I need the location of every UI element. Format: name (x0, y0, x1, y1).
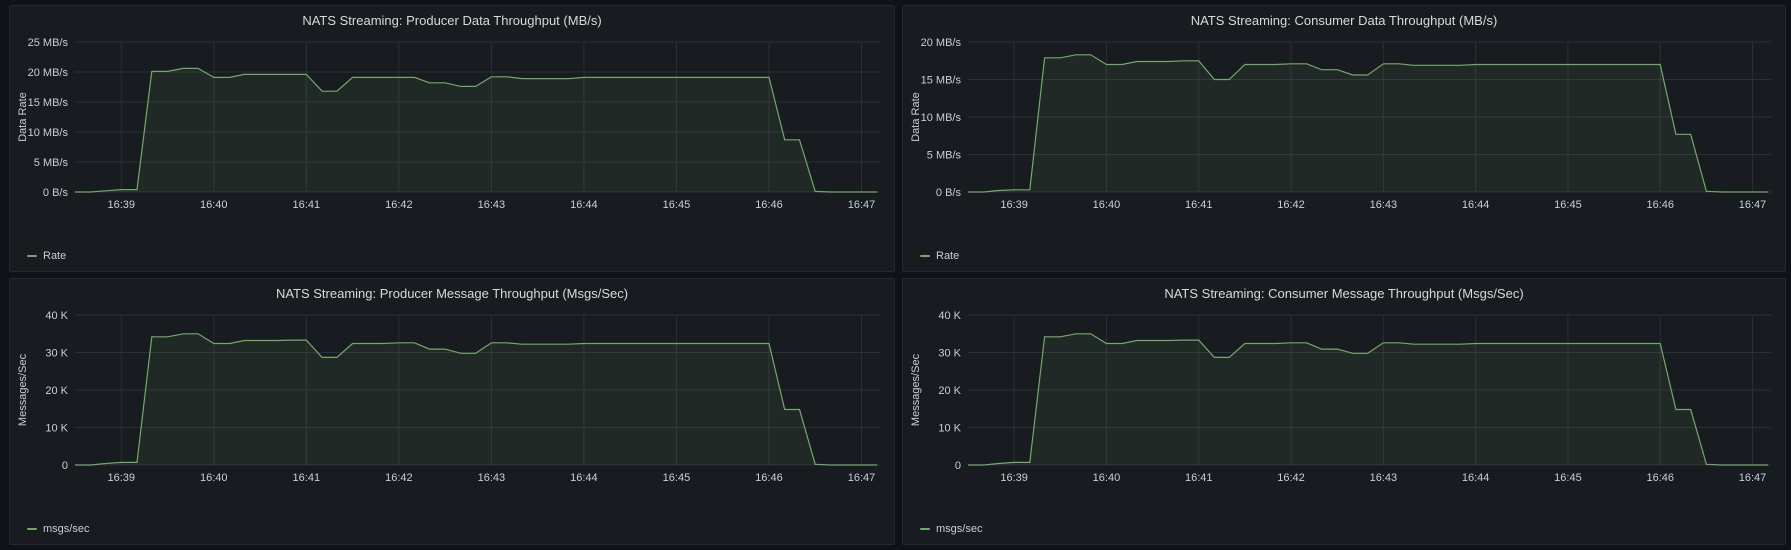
panel-producer-data-throughput[interactable]: NATS Streaming: Producer Data Throughput… (9, 5, 895, 272)
x-tick-label: 16:44 (1462, 199, 1490, 211)
x-tick-label: 16:39 (1000, 472, 1028, 484)
legend[interactable]: Rate (27, 250, 66, 262)
x-tick-label: 16:45 (1554, 472, 1582, 484)
legend-swatch (920, 255, 930, 257)
x-tick-label: 16:42 (385, 199, 413, 211)
y-tick-label: 10 K (938, 423, 961, 435)
x-tick-label: 16:43 (1370, 472, 1398, 484)
x-tick-label: 16:47 (1739, 472, 1767, 484)
y-axis-label: Messages/Sec (17, 353, 29, 426)
panel-producer-message-throughput[interactable]: NATS Streaming: Producer Message Through… (9, 278, 895, 545)
panel-consumer-message-throughput[interactable]: NATS Streaming: Consumer Message Through… (902, 278, 1786, 545)
x-tick-label: 16:42 (385, 472, 413, 484)
x-tick-label: 16:40 (200, 199, 228, 211)
x-tick-label: 16:40 (1093, 472, 1121, 484)
x-tick-label: 16:41 (1185, 199, 1213, 211)
y-tick-label: 5 MB/s (34, 157, 69, 169)
panel-title[interactable]: NATS Streaming: Producer Data Throughput… (302, 13, 602, 28)
series-area (968, 333, 1769, 465)
x-tick-label: 16:39 (1000, 199, 1028, 211)
x-tick-label: 16:47 (1739, 199, 1767, 211)
series-area (75, 68, 878, 192)
legend-label: msgs/sec (936, 523, 983, 535)
x-tick-label: 16:44 (570, 199, 598, 211)
panel-title[interactable]: NATS Streaming: Producer Message Through… (275, 286, 629, 301)
y-tick-label: 15 MB/s (921, 75, 962, 87)
panel-consumer-data-throughput[interactable]: NATS Streaming: Consumer Data Throughput… (902, 5, 1786, 272)
chart-consumer-data: 0 B/s 5 MB/s 10 MB/s 15 MB/s 20 MB/s 16:39 16:… (910, 37, 1771, 211)
panel-title[interactable]: NATS Streaming: Consumer Data Throughput… (1190, 13, 1498, 28)
x-tick-label: 16:42 (1277, 472, 1305, 484)
legend-label: msgs/sec (43, 523, 90, 535)
y-tick-label: 30 K (938, 348, 961, 360)
y-tick-label: 0 (62, 460, 68, 472)
y-tick-label: 15 MB/s (28, 97, 69, 109)
legend-swatch (27, 528, 37, 530)
y-tick-label: 25 MB/s (28, 37, 69, 49)
x-tick-label: 16:46 (755, 199, 783, 211)
legend-swatch (920, 528, 930, 530)
x-tick-label: 16:43 (478, 472, 506, 484)
legend[interactable]: msgs/sec (27, 523, 89, 535)
y-axis-label: Data Rate (910, 92, 922, 142)
y-tick-label: 20 K (45, 385, 68, 397)
x-tick-label: 16:46 (1646, 199, 1674, 211)
y-tick-label: 10 MB/s (28, 127, 69, 139)
y-tick-label: 40 K (938, 310, 961, 322)
x-tick-label: 16:40 (200, 472, 228, 484)
x-tick-label: 16:43 (1370, 199, 1398, 211)
x-tick-label: 16:40 (1093, 199, 1121, 211)
x-tick-label: 16:44 (570, 472, 598, 484)
series-line (75, 67, 878, 193)
y-tick-label: 20 MB/s (28, 67, 69, 79)
y-tick-label: 0 B/s (43, 187, 69, 199)
y-tick-label: 30 K (45, 348, 68, 360)
legend[interactable]: msgs/sec (920, 523, 982, 535)
x-tick-label: 16:42 (1277, 199, 1305, 211)
x-tick-label: 16:46 (1646, 472, 1674, 484)
x-tick-label: 16:41 (293, 199, 321, 211)
y-axis-label: Data Rate (17, 92, 29, 142)
x-tick-label: 16:39 (107, 199, 135, 211)
x-tick-label: 16:45 (663, 472, 691, 484)
chart-producer-data: 0 B/s 5 MB/s 10 MB/s 15 MB/s 20 MB/s 25 MB/s 1… (17, 37, 880, 211)
x-tick-label: 16:41 (1185, 472, 1213, 484)
x-tick-label: 16:41 (293, 472, 321, 484)
legend-label: Rate (43, 250, 67, 262)
series-area (968, 54, 1769, 192)
panel-title[interactable]: NATS Streaming: Consumer Message Through… (1164, 286, 1524, 301)
y-tick-label: 10 K (45, 423, 68, 435)
series-line (968, 333, 1769, 466)
chart-consumer-messages: 0 10 K 20 K 30 K 40 K 16:39 16:40 16:41 16:42 16:… (910, 310, 1771, 484)
series-line (968, 54, 1769, 193)
y-tick-label: 5 MB/s (927, 150, 962, 162)
x-tick-label: 16:46 (755, 472, 783, 484)
series-area (75, 333, 878, 465)
x-tick-label: 16:47 (848, 199, 876, 211)
y-axis-label: Messages/Sec (910, 353, 922, 426)
y-tick-label: 10 MB/s (921, 112, 962, 124)
series-line (75, 333, 878, 466)
legend-label: Rate (936, 250, 960, 262)
x-tick-label: 16:43 (478, 199, 506, 211)
y-tick-label: 20 MB/s (921, 37, 962, 49)
x-tick-label: 16:39 (107, 472, 135, 484)
legend[interactable]: Rate (920, 250, 959, 262)
legend-swatch (27, 255, 37, 257)
x-tick-label: 16:44 (1462, 472, 1490, 484)
x-tick-label: 16:45 (1554, 199, 1582, 211)
x-tick-label: 16:45 (663, 199, 691, 211)
y-tick-label: 0 B/s (936, 187, 962, 199)
y-tick-label: 40 K (45, 310, 68, 322)
y-tick-label: 0 (955, 460, 961, 472)
x-tick-label: 16:47 (848, 472, 876, 484)
chart-producer-messages: 0 10 K 20 K 30 K 40 K 16:39 16:40 16:41 16:42 16:… (17, 310, 880, 484)
y-tick-label: 20 K (938, 385, 961, 397)
